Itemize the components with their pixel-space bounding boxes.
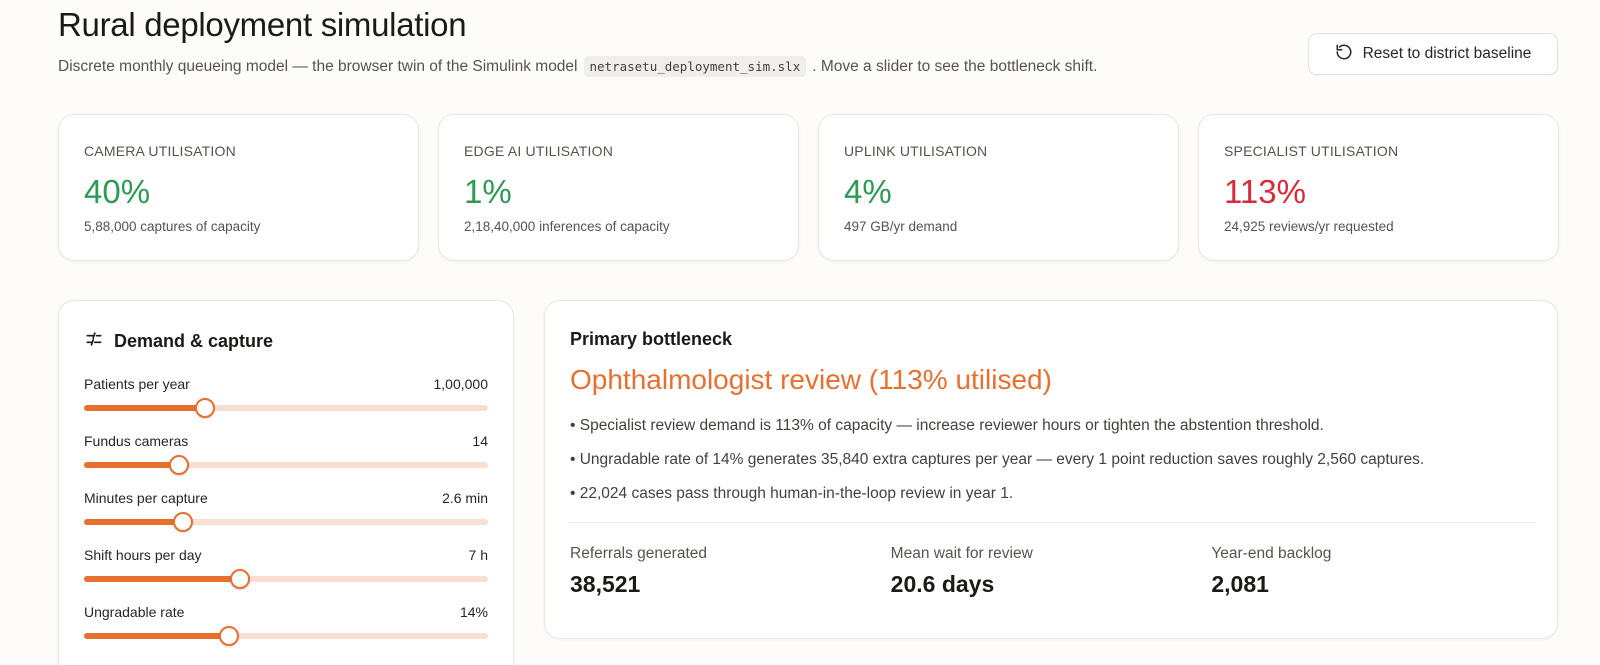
stat-label: Year-end backlog (1211, 545, 1332, 562)
slider-fill (84, 519, 183, 525)
slider-thumb[interactable] (219, 626, 240, 646)
slider-track[interactable] (84, 512, 488, 532)
stat-value: 20.6 days (890, 571, 995, 597)
stat-value: 2,081 (1211, 571, 1269, 597)
slider-label: Patients per year (84, 376, 190, 392)
slider-track[interactable] (84, 455, 488, 475)
slider-track[interactable] (84, 626, 488, 646)
metric-value: 40% (84, 173, 151, 210)
slider-fill (84, 633, 230, 639)
list-item: • 22,024 cases pass through human-in-the… (570, 485, 1014, 502)
demand-capture-header: Demand & capture (84, 329, 488, 354)
slider-label: Minutes per capture (84, 490, 208, 506)
metric-card-uplink: UPLINK UTILISATION 4% 497 GB/yr demand (818, 114, 1179, 261)
stat-label: Mean wait for review (890, 545, 1033, 562)
section-title: Demand & capture (114, 331, 274, 351)
slider-label: Shift hours per day (84, 547, 202, 563)
bottleneck-stats: Referrals generated 38,521 Mean wait for… (570, 545, 1532, 598)
slider-thumb[interactable] (172, 512, 193, 532)
metric-label: EDGE AI UTILISATION (464, 143, 614, 159)
metric-label: UPLINK UTILISATION (844, 143, 988, 159)
subtitle-hint: . Move a slider to see the bottleneck sh… (812, 57, 1098, 75)
slider-label: Ungradable rate (84, 604, 185, 620)
bottleneck-title: Ophthalmologist review (113% utilised) (570, 364, 1052, 395)
stat-backlog: Year-end backlog 2,081 (1211, 545, 1532, 598)
metric-subtext: 5,88,000 captures of capacity (84, 219, 261, 234)
slider-thumb[interactable] (229, 569, 250, 589)
slider-thumb[interactable] (195, 398, 216, 418)
slider-ungradable-rate: Ungradable rate 14% (84, 604, 488, 646)
slider-patients-per-year: Patients per year 1,00,000 (84, 376, 489, 418)
metric-value: 1% (464, 173, 512, 210)
metric-value: 113% (1224, 173, 1306, 210)
divider (570, 522, 1534, 523)
stat-mean-wait: Mean wait for review 20.6 days (891, 545, 1212, 598)
metric-subtext: 24,925 reviews/yr requested (1224, 219, 1394, 234)
metric-card-specialist: SPECIALIST UTILISATION 113% 24,925 revie… (1198, 114, 1559, 261)
bottleneck-notes: • Specialist review demand is 113% of ca… (570, 416, 1532, 504)
stat-label: Referrals generated (570, 545, 707, 562)
slider-minutes-per-capture: Minutes per capture 2.6 min (84, 490, 488, 532)
reset-label: Reset to district baseline (1362, 45, 1532, 62)
page-subtitle: Discrete monthly queueing model — the br… (58, 56, 1097, 77)
model-filename: netrasetu_deployment_sim.slx (583, 56, 807, 77)
metric-card-camera: CAMERA UTILISATION 40% 5,88,000 captures… (58, 114, 419, 261)
slider-value: 14% (459, 604, 488, 620)
stat-value: 38,521 (570, 571, 641, 597)
metric-subtext: 2,18,40,000 inferences of capacity (464, 219, 670, 234)
slider-track[interactable] (84, 569, 488, 589)
bottleneck-panel: Primary bottleneck Ophthalmologist revie… (544, 300, 1558, 639)
demand-capture-panel: Demand & capture Patients per year 1,00,… (58, 300, 514, 665)
metric-value: 4% (844, 173, 892, 210)
metric-subtext: 497 GB/yr demand (844, 219, 958, 234)
reset-icon (1335, 43, 1353, 66)
metric-label: CAMERA UTILISATION (84, 143, 236, 159)
slider-fill (84, 405, 206, 411)
slider-fill (84, 576, 240, 582)
slider-value: 14 (472, 433, 488, 449)
reset-baseline-button[interactable]: Reset to district baseline (1308, 33, 1558, 75)
list-item: • Ungradable rate of 14% generates 35,84… (570, 451, 1425, 468)
sliders-icon (84, 329, 104, 354)
slider-label: Fundus cameras (84, 433, 189, 449)
slider-track[interactable] (84, 398, 488, 418)
slider-value: 1,00,000 (433, 376, 489, 392)
metric-card-edge-ai: EDGE AI UTILISATION 1% 2,18,40,000 infer… (438, 114, 799, 261)
slider-shift-hours: Shift hours per day 7 h (84, 547, 488, 589)
metric-label: SPECIALIST UTILISATION (1224, 143, 1399, 159)
slider-fundus-cameras: Fundus cameras 14 (84, 433, 488, 475)
stat-referrals: Referrals generated 38,521 (570, 545, 891, 598)
slider-thumb[interactable] (168, 455, 189, 475)
slider-value: 7 h (468, 547, 488, 563)
slider-fill (84, 462, 179, 468)
list-item: • Specialist review demand is 113% of ca… (570, 417, 1324, 434)
slider-value: 2.6 min (442, 490, 488, 506)
page-title: Rural deployment simulation (58, 6, 467, 43)
subtitle-text: Discrete monthly queueing model — the br… (58, 57, 578, 75)
bottleneck-label: Primary bottleneck (570, 329, 733, 349)
